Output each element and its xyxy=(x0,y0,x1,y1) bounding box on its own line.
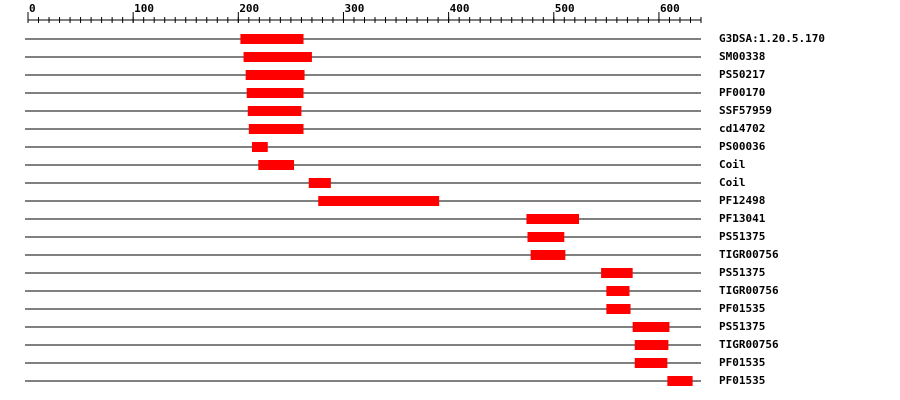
row-label: PF01535 xyxy=(719,356,765,369)
domain-bar xyxy=(246,88,304,98)
row-label: TIGR00756 xyxy=(719,248,779,261)
x-tick-label: 300 xyxy=(344,2,364,15)
row-label: G3DSA:1.20.5.170 xyxy=(719,32,825,45)
row-label: PF13041 xyxy=(719,212,766,225)
domain-bar xyxy=(601,268,633,278)
domain-bar xyxy=(247,106,302,116)
row-label: TIGR00756 xyxy=(719,338,779,351)
row-label: PS51375 xyxy=(719,266,765,279)
domain-bar xyxy=(243,52,312,62)
row-label: Coil xyxy=(719,176,746,189)
domain-bar xyxy=(258,160,295,170)
row-label: PS00036 xyxy=(719,140,766,153)
domain-bar xyxy=(248,124,304,134)
domain-bar xyxy=(308,178,331,188)
row-label: cd14702 xyxy=(719,122,765,135)
domain-bar xyxy=(606,286,630,296)
domain-bar xyxy=(251,142,268,152)
domain-bar xyxy=(527,232,565,242)
domain-bar xyxy=(634,358,668,368)
domain-bar xyxy=(530,250,566,260)
domain-bar xyxy=(526,214,580,224)
row-label: PS51375 xyxy=(719,320,765,333)
row-label: PF01535 xyxy=(719,374,765,387)
domain-bar xyxy=(632,322,670,332)
x-tick-label: 400 xyxy=(450,2,470,15)
domain-bar xyxy=(240,34,304,44)
domain-bar xyxy=(667,376,693,386)
x-tick-label: 100 xyxy=(134,2,154,15)
domain-bar xyxy=(634,340,669,350)
domain-bar xyxy=(318,196,440,206)
domain-bar xyxy=(245,70,305,80)
row-label: Coil xyxy=(719,158,746,171)
x-tick-label: 500 xyxy=(555,2,575,15)
row-label: PF12498 xyxy=(719,194,765,207)
row-label: SM00338 xyxy=(719,50,765,63)
row-label: SSF57959 xyxy=(719,104,772,117)
row-label: PF00170 xyxy=(719,86,765,99)
domain-bar xyxy=(606,304,631,314)
row-label: TIGR00756 xyxy=(719,284,779,297)
x-tick-label: 0 xyxy=(29,2,36,15)
row-label: PF01535 xyxy=(719,302,765,315)
row-label: PS51375 xyxy=(719,230,765,243)
row-label: PS50217 xyxy=(719,68,765,81)
x-tick-label: 200 xyxy=(239,2,259,15)
x-tick-label: 600 xyxy=(660,2,680,15)
